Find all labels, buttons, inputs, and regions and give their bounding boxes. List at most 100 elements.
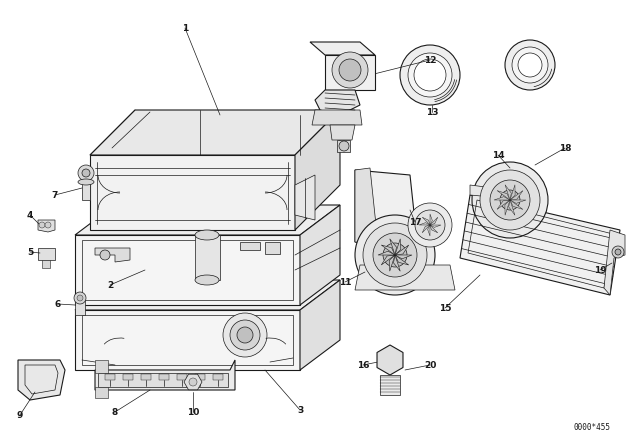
Text: 7: 7 bbox=[52, 190, 58, 199]
Polygon shape bbox=[395, 255, 412, 259]
Polygon shape bbox=[510, 200, 523, 209]
Polygon shape bbox=[95, 360, 235, 390]
Circle shape bbox=[39, 222, 45, 228]
Polygon shape bbox=[240, 242, 260, 250]
Polygon shape bbox=[395, 239, 401, 255]
Polygon shape bbox=[355, 265, 455, 290]
Polygon shape bbox=[159, 374, 169, 380]
Text: 8: 8 bbox=[112, 408, 118, 417]
Polygon shape bbox=[75, 310, 300, 370]
Circle shape bbox=[237, 327, 253, 343]
Polygon shape bbox=[378, 251, 395, 255]
Polygon shape bbox=[195, 235, 220, 280]
Ellipse shape bbox=[78, 179, 94, 185]
Text: 9: 9 bbox=[17, 410, 23, 419]
Text: 16: 16 bbox=[356, 361, 369, 370]
Polygon shape bbox=[494, 197, 510, 200]
Polygon shape bbox=[75, 300, 85, 315]
Polygon shape bbox=[497, 190, 510, 200]
Circle shape bbox=[100, 250, 110, 260]
Circle shape bbox=[363, 223, 427, 287]
Polygon shape bbox=[394, 255, 400, 271]
Text: 15: 15 bbox=[439, 303, 451, 313]
Polygon shape bbox=[295, 110, 340, 230]
Polygon shape bbox=[75, 280, 340, 310]
Polygon shape bbox=[430, 225, 441, 228]
Polygon shape bbox=[497, 200, 510, 209]
Text: 14: 14 bbox=[492, 151, 504, 159]
Polygon shape bbox=[95, 387, 108, 398]
Circle shape bbox=[82, 169, 90, 177]
Polygon shape bbox=[395, 255, 409, 265]
Text: 20: 20 bbox=[424, 361, 436, 370]
Text: 0000*455: 0000*455 bbox=[573, 423, 610, 432]
Text: 1: 1 bbox=[182, 23, 188, 33]
Polygon shape bbox=[419, 223, 430, 225]
Polygon shape bbox=[310, 42, 375, 55]
Text: 4: 4 bbox=[27, 211, 33, 220]
Text: 10: 10 bbox=[187, 408, 199, 417]
Polygon shape bbox=[389, 255, 395, 271]
Polygon shape bbox=[422, 217, 430, 225]
Text: 12: 12 bbox=[424, 56, 436, 65]
Circle shape bbox=[490, 180, 530, 220]
Polygon shape bbox=[428, 225, 430, 236]
Polygon shape bbox=[510, 185, 515, 200]
Circle shape bbox=[512, 47, 548, 83]
Circle shape bbox=[45, 222, 51, 228]
Circle shape bbox=[339, 59, 361, 81]
Polygon shape bbox=[95, 248, 130, 262]
Circle shape bbox=[77, 295, 83, 301]
Polygon shape bbox=[75, 205, 340, 235]
Circle shape bbox=[332, 52, 368, 88]
Polygon shape bbox=[42, 260, 50, 268]
Circle shape bbox=[408, 53, 452, 97]
Polygon shape bbox=[75, 235, 300, 305]
Polygon shape bbox=[123, 374, 133, 380]
Circle shape bbox=[223, 313, 267, 357]
Polygon shape bbox=[141, 374, 151, 380]
Polygon shape bbox=[337, 140, 350, 152]
Ellipse shape bbox=[195, 230, 219, 240]
Circle shape bbox=[500, 190, 520, 210]
Circle shape bbox=[414, 59, 446, 91]
Polygon shape bbox=[90, 110, 340, 155]
Circle shape bbox=[74, 292, 86, 304]
Polygon shape bbox=[98, 373, 228, 387]
Polygon shape bbox=[395, 245, 409, 255]
Polygon shape bbox=[265, 242, 280, 254]
Polygon shape bbox=[300, 280, 340, 370]
Polygon shape bbox=[315, 90, 360, 115]
Polygon shape bbox=[82, 178, 90, 200]
Circle shape bbox=[78, 165, 94, 181]
Circle shape bbox=[400, 45, 460, 105]
Text: 13: 13 bbox=[426, 108, 438, 116]
Polygon shape bbox=[430, 217, 438, 225]
Text: 2: 2 bbox=[107, 280, 113, 289]
Text: 17: 17 bbox=[409, 217, 421, 227]
Polygon shape bbox=[355, 170, 418, 250]
Text: 11: 11 bbox=[339, 277, 351, 287]
Polygon shape bbox=[184, 374, 202, 390]
Polygon shape bbox=[90, 155, 295, 230]
Polygon shape bbox=[470, 185, 525, 200]
Polygon shape bbox=[510, 190, 523, 200]
Polygon shape bbox=[177, 374, 187, 380]
Polygon shape bbox=[460, 195, 620, 295]
Polygon shape bbox=[509, 200, 515, 215]
Polygon shape bbox=[430, 214, 433, 225]
Circle shape bbox=[480, 170, 540, 230]
Polygon shape bbox=[330, 125, 355, 140]
Circle shape bbox=[615, 249, 621, 255]
Polygon shape bbox=[505, 200, 510, 215]
Polygon shape bbox=[604, 230, 625, 295]
Circle shape bbox=[518, 53, 542, 77]
Polygon shape bbox=[312, 110, 362, 125]
Text: 3: 3 bbox=[297, 405, 303, 414]
Polygon shape bbox=[505, 185, 511, 200]
Polygon shape bbox=[380, 375, 400, 395]
Polygon shape bbox=[355, 168, 378, 244]
Polygon shape bbox=[213, 374, 223, 380]
Text: 5: 5 bbox=[27, 247, 33, 257]
Polygon shape bbox=[95, 360, 108, 373]
